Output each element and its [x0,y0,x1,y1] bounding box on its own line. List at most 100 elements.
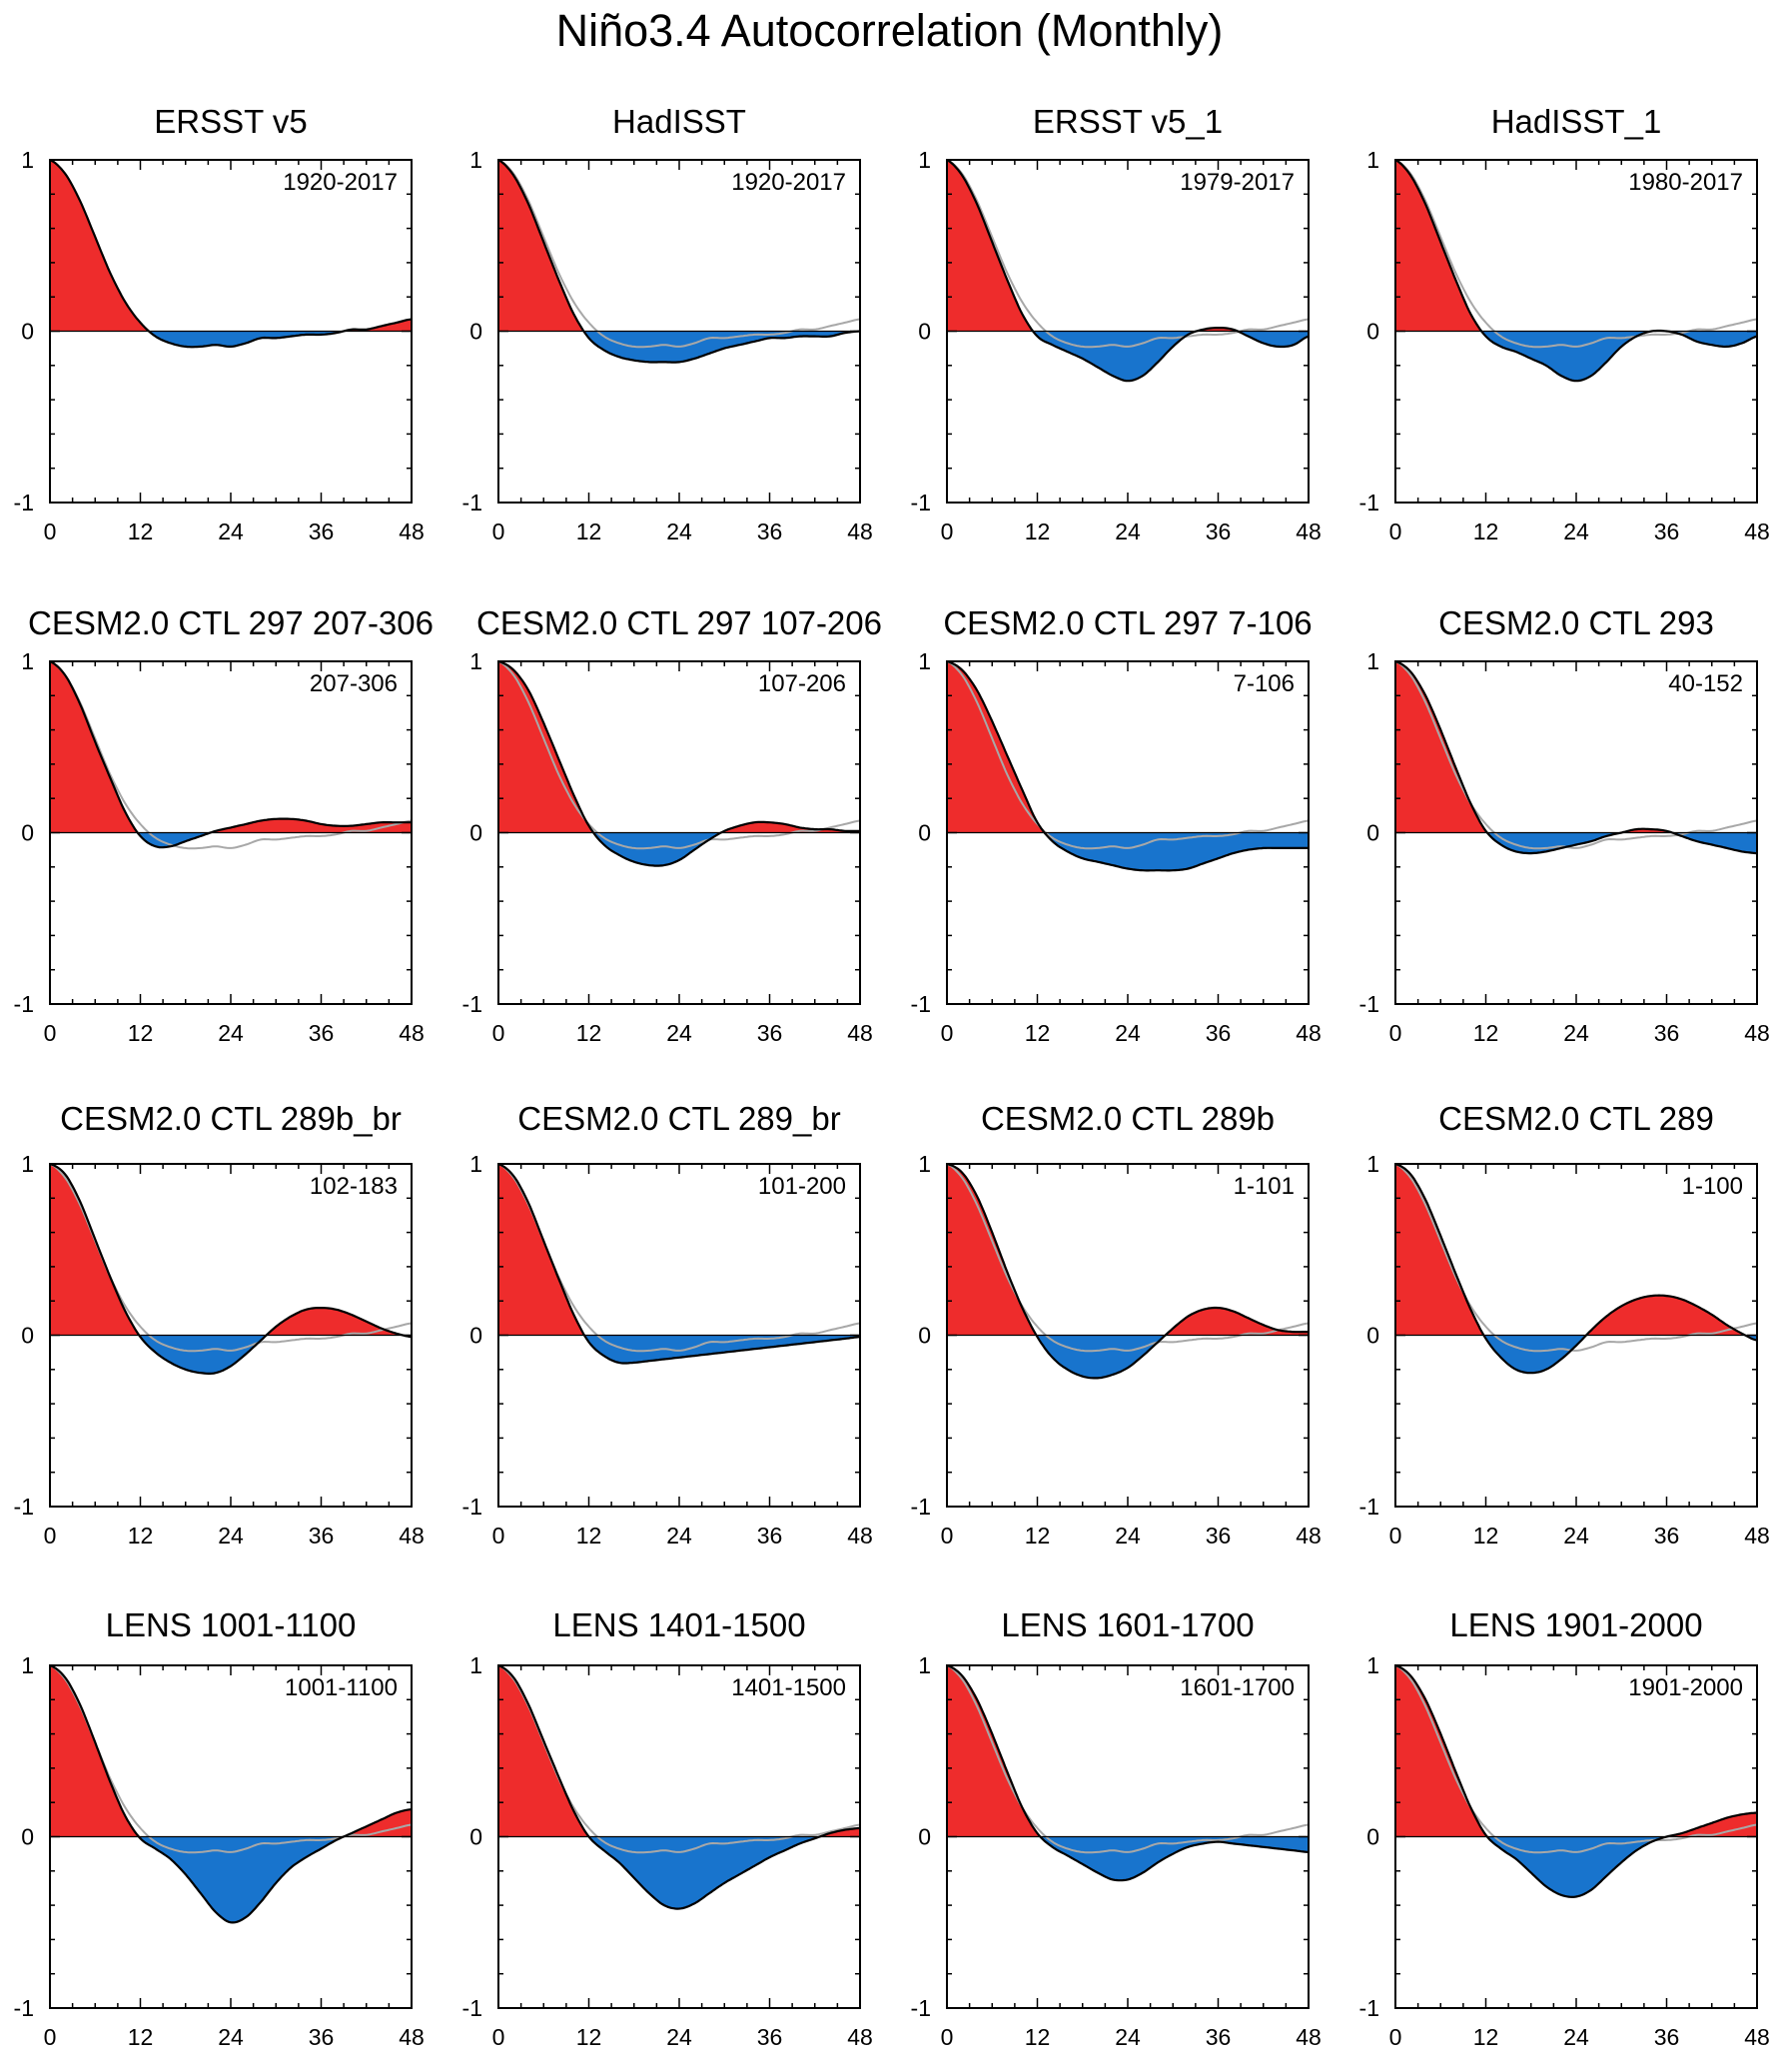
y-tick-label: -1 [462,1995,482,2021]
x-tick-label: 0 [492,2024,505,2050]
acf-line [946,659,1309,872]
x-tick-label: 48 [1296,2024,1322,2050]
positive-fill [498,160,584,332]
x-tick-label: 12 [1473,518,1499,544]
x-tick-label: 24 [218,2024,244,2050]
x-tick-label: 24 [218,1020,244,1046]
chart-panel: HadISST 1920-2017 0 12 24 36 48 -1 0 1 [462,103,873,544]
acf-line [1394,159,1758,383]
x-tick-label: 0 [941,2024,954,2050]
y-tick-label: -1 [462,1494,482,1520]
x-tick-label: 36 [309,1020,335,1046]
reference-line [946,1664,1310,1854]
period-label: 1001-1100 [285,1674,398,1701]
y-tick-label: -1 [911,991,931,1017]
panel-title: LENS 1601-1700 [1001,1606,1254,1643]
chart-panel: LENS 1001-1100 1001-1100 0 12 24 36 48 -1 0 1 [14,1606,425,2050]
y-tick-label: 0 [1366,319,1379,345]
y-tick-label: 0 [469,820,482,846]
x-tick-label: 24 [1115,1523,1141,1549]
y-tick-label: 0 [21,1323,34,1349]
reference-line [49,660,413,850]
panel-title: ERSST v5_1 [1033,103,1223,140]
x-tick-label: 36 [1654,2024,1680,2050]
y-tick-label: 1 [918,147,931,173]
y-tick-label: 1 [469,1151,482,1177]
chart-panel: LENS 1601-1700 1601-1700 0 12 24 36 48 -1 0 1 [911,1606,1322,2050]
x-tick-label: 36 [757,518,783,544]
period-label: 1901-2000 [1628,1674,1743,1701]
panel-title: CESM2.0 CTL 297 7-106 [943,604,1312,641]
period-label: 1-101 [1234,1173,1295,1200]
negative-fill [137,832,211,848]
reference-line [1394,159,1758,349]
x-tick-label: 48 [1296,518,1322,544]
negative-fill [139,1836,344,1923]
y-tick-label: 0 [469,1323,482,1349]
x-tick-label: 0 [44,1020,57,1046]
period-label: 40-152 [1668,670,1743,697]
x-tick-label: 24 [1563,1020,1589,1046]
x-tick-label: 12 [128,2024,154,2050]
acf-line [497,659,860,867]
panel-title: CESM2.0 CTL 293 [1438,604,1714,641]
negative-fill [1036,1335,1166,1379]
y-tick-label: -1 [462,490,482,516]
y-tick-label: -1 [14,1995,34,2021]
positive-fill [947,1665,1041,1837]
x-tick-label: 36 [309,2024,335,2050]
panel-title: CESM2.0 CTL 289b [981,1100,1275,1137]
x-tick-label: 12 [1473,2024,1499,2050]
panel-title: HadISST [612,103,746,140]
reference-line [497,159,861,349]
y-tick-label: 1 [1366,1652,1379,1678]
y-tick-label: -1 [911,1995,931,2021]
y-tick-label: -1 [1359,991,1379,1017]
negative-fill [1486,832,1622,854]
reference-line [497,660,861,850]
x-tick-label: 36 [757,1020,783,1046]
acf-line [49,1663,413,1924]
x-tick-label: 12 [1025,518,1051,544]
x-tick-label: 0 [941,1020,954,1046]
negative-fill [593,832,721,866]
y-tick-label: 1 [21,648,34,674]
y-tick-label: -1 [911,1494,931,1520]
x-tick-label: 0 [1389,2024,1402,2050]
x-tick-label: 48 [399,518,425,544]
x-tick-label: 12 [576,1020,602,1046]
x-tick-label: 36 [309,518,335,544]
x-tick-label: 0 [44,518,57,544]
x-tick-label: 24 [666,1020,692,1046]
panel-title: HadISST_1 [1491,103,1662,140]
x-tick-label: 24 [1115,2024,1141,2050]
x-tick-label: 12 [128,1523,154,1549]
acf-line [1394,659,1758,855]
y-tick-label: 0 [469,319,482,345]
y-tick-label: -1 [14,490,34,516]
acf-line [946,1162,1309,1380]
chart-panel: HadISST_1 1980-2017 0 12 24 36 48 -1 0 1 [1359,103,1770,544]
x-tick-label: 12 [128,518,154,544]
panel-title: ERSST v5 [154,103,307,140]
x-tick-label: 36 [1206,518,1232,544]
x-tick-label: 48 [399,1523,425,1549]
positive-fill [947,160,1034,332]
x-tick-label: 48 [1296,1523,1322,1549]
x-tick-label: 12 [1473,1020,1499,1046]
x-tick-label: 0 [1389,1523,1402,1549]
x-tick-label: 48 [847,2024,873,2050]
negative-fill [1481,331,1652,382]
y-tick-label: 0 [1366,820,1379,846]
period-label: 1920-2017 [731,169,846,196]
positive-fill [819,1827,860,1837]
y-tick-label: 1 [918,1652,931,1678]
acf-line [497,159,861,364]
period-label: 1601-1700 [1180,1674,1295,1701]
panel-title: LENS 1001-1100 [106,1606,357,1643]
x-tick-label: 0 [941,1523,954,1549]
positive-fill [50,1164,140,1336]
y-tick-label: 1 [918,648,931,674]
x-tick-label: 36 [309,1523,335,1549]
x-tick-label: 48 [399,1020,425,1046]
